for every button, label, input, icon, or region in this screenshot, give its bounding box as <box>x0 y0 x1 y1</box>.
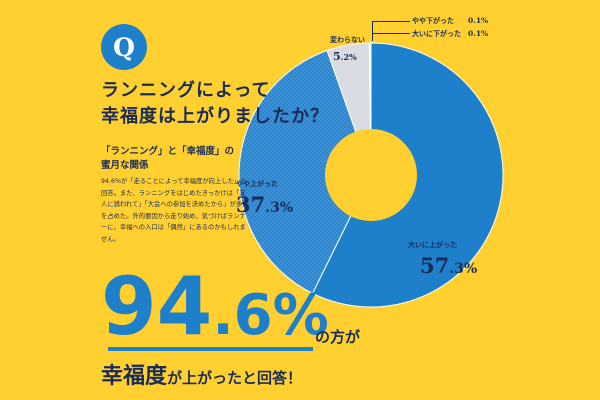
note-body: 94.6%が「走ることによって幸福度が向上した」と回答。また、ランニングをはじめ… <box>101 178 249 243</box>
slice-value-slightly-up-dec: .3 <box>265 200 280 216</box>
slice-slightly-up <box>238 49 372 295</box>
leader-line-vertical <box>372 21 373 41</box>
result-strong: 幸福度 <box>101 364 168 389</box>
slice-label-unchanged: 変わらない <box>330 36 365 44</box>
slice-value-unchanged-dec: .2 <box>340 52 350 62</box>
slice-value-slightly-up: 37.3% <box>236 192 293 217</box>
note-title-line-2: 蜜月な関係 <box>101 160 149 171</box>
slice-value-greatly-up-dec: .3 <box>449 261 464 277</box>
slice-label-slightly-up: やや上がった <box>236 180 278 188</box>
question-text: ランニングによって 幸福度は上がりましたか？ <box>101 78 329 130</box>
slice-label-greatly-up: 大いに上がった <box>408 241 457 249</box>
headline-pct-int: 94 <box>101 260 213 353</box>
note-title-line-1: 「ランニング」と「幸福度」の <box>101 146 235 157</box>
headline-suffix: の方が <box>315 328 361 346</box>
question-line-1: ランニングによって <box>101 80 271 101</box>
note-title: 「ランニング」と「幸福度」の 蜜月な関係 <box>101 145 234 173</box>
slice-value-greatly-up: 57.3% <box>420 253 477 278</box>
slice-value-slightly-down: 0.1% <box>468 16 489 25</box>
headline-underline <box>108 347 313 351</box>
slice-value-unchanged-int: 5 <box>333 50 341 63</box>
headline-result: 幸福度が上がったと回答！ <box>101 358 302 390</box>
slice-value-greatly-down: 0.1% <box>468 29 489 38</box>
slice-value-greatly-up-pct: % <box>463 261 478 277</box>
leader-line-slightly-down <box>372 21 410 22</box>
slice-value-unchanged-pct: % <box>349 52 357 62</box>
donut-hole <box>325 129 417 221</box>
headline-percentage: 94.6% <box>101 260 329 353</box>
headline-pct-dec: .6 <box>212 283 273 348</box>
leader-line-greatly-down <box>372 33 410 34</box>
slice-value-slightly-up-int: 37 <box>236 192 266 217</box>
slice-value-unchanged: 5.2% <box>333 45 357 64</box>
result-rest: が上がったと回答！ <box>167 369 303 387</box>
question-badge: Q <box>101 24 147 70</box>
headline-pct-sign: % <box>272 283 329 348</box>
slice-label-greatly-down: 大いに下がった <box>412 30 461 38</box>
slice-label-slightly-down: やや下がった <box>412 17 454 25</box>
slice-value-greatly-up-int: 57 <box>420 253 450 278</box>
slice-value-slightly-up-pct: % <box>279 200 294 216</box>
question-line-2: 幸福度は上がりましたか？ <box>101 106 329 127</box>
